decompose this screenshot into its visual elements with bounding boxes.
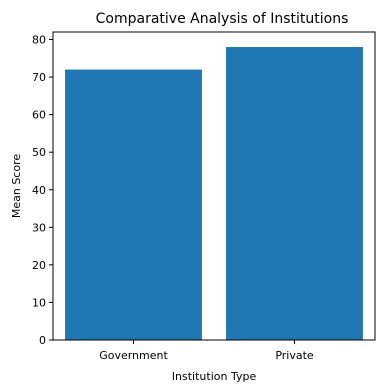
y-tick-label: 0 [39,334,46,347]
y-tick-label: 30 [32,221,46,234]
y-tick-label: 40 [32,184,46,197]
x-axis-label: Institution Type [172,370,257,383]
bar-private [226,47,363,341]
x-tick-label: Private [275,349,314,362]
y-tick-label: 70 [32,71,46,84]
x-tick-label: Government [99,349,168,362]
plot-frame [52,31,376,341]
y-axis-label: Mean Score [10,154,23,219]
y-tick-label: 20 [32,259,46,272]
y-tick-label: 50 [32,146,46,159]
bar-government [65,69,202,340]
y-tick-label: 80 [32,34,46,47]
y-axis: 0 10 20 30 40 50 60 70 80 [32,34,53,347]
chart-title: Comparative Analysis of Institutions [96,11,349,27]
bars-group [65,47,363,341]
y-tick-label: 60 [32,109,46,122]
y-tick-label: 10 [32,296,46,309]
x-axis: Government Private [99,340,314,362]
